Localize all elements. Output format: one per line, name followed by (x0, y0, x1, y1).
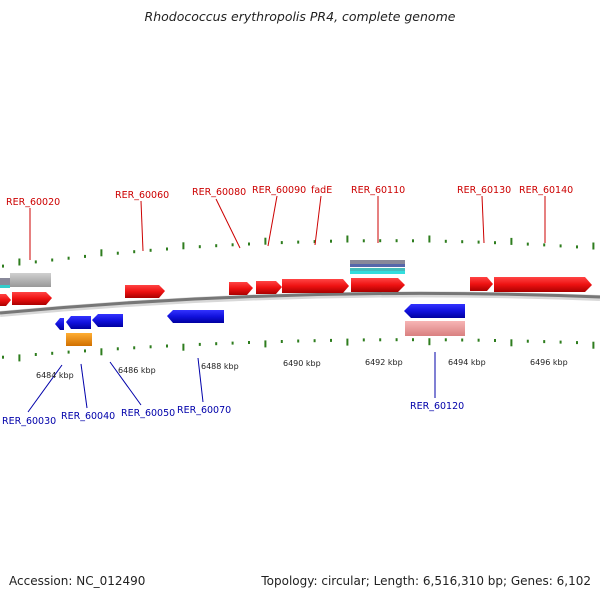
genome-summary: Topology: circular; Length: 6,516,310 bp… (261, 574, 591, 588)
gene-label-rer-60140[interactable]: RER_60140 (519, 185, 573, 196)
forward-gene-arrow[interactable] (12, 292, 52, 305)
scale-ticks-reverse (2, 338, 595, 362)
scale-ticks-forward (2, 235, 595, 268)
scale-label: 6494 kbp (448, 358, 486, 367)
reverse-gene-arrow[interactable] (167, 310, 224, 323)
feature-block (350, 271, 405, 274)
gene-label-rer-60040[interactable]: RER_60040 (61, 411, 115, 422)
gene-label-rer-60120[interactable]: RER_60120 (410, 401, 464, 412)
gene-label-rer-60030[interactable]: RER_60030 (2, 416, 56, 427)
scale-label: 6490 kbp (283, 359, 321, 368)
genome-backbone (0, 291, 600, 315)
gene-label-rer-60060[interactable]: RER_60060 (115, 190, 169, 201)
forward-gene-arrow[interactable] (125, 285, 165, 298)
reverse-label-leaders (27, 352, 436, 413)
feature-block (350, 260, 405, 267)
reverse-gene-arrow[interactable] (404, 304, 465, 318)
scale-label: 6488 kbp (201, 362, 239, 371)
forward-gene-arrow[interactable] (256, 281, 282, 294)
forward-gene-arrow[interactable] (229, 282, 253, 295)
gene-label-rer-60020[interactable]: RER_60020 (6, 197, 60, 208)
genome-title: Rhodococcus erythropolis PR4, complete g… (144, 9, 456, 24)
scale-label: 6484 kbp (36, 371, 74, 380)
feature-grey (10, 273, 51, 287)
accession-label: Accession: NC_012490 (9, 574, 146, 588)
scale-label: 6486 kbp (118, 366, 156, 375)
gene-label-rer-60130[interactable]: RER_60130 (457, 185, 511, 196)
scale-label: 6496 kbp (530, 358, 568, 367)
feature-orange (66, 333, 92, 346)
feature-block (0, 278, 10, 288)
gene-label-rer-60070[interactable]: RER_60070 (177, 405, 231, 416)
gene-label-rer-60110[interactable]: RER_60110 (351, 185, 405, 196)
reverse-gene-arrow[interactable] (66, 316, 91, 329)
feature-block (350, 268, 405, 271)
feature-block (350, 264, 405, 267)
forward-gene-arrow[interactable] (0, 294, 11, 306)
forward-gene-arrow[interactable] (351, 278, 405, 292)
gene-label-fade[interactable]: fadE (311, 185, 332, 196)
gene-label-rer-60050[interactable]: RER_60050 (121, 408, 175, 419)
gene-label-rer-60080[interactable]: RER_60080 (192, 187, 246, 198)
forward-gene-arrow[interactable] (470, 277, 493, 291)
gene-label-rer-60090[interactable]: RER_60090 (252, 185, 306, 196)
forward-label-leaders (29, 195, 546, 260)
feature-block (0, 285, 10, 288)
reverse-gene-arrow[interactable] (92, 314, 123, 327)
forward-gene-arrow[interactable] (494, 277, 592, 292)
forward-gene-arrow[interactable] (282, 279, 349, 293)
reverse-gene-arrow[interactable] (55, 318, 64, 330)
scale-label: 6492 kbp (365, 358, 403, 367)
feature-pink (405, 321, 465, 336)
